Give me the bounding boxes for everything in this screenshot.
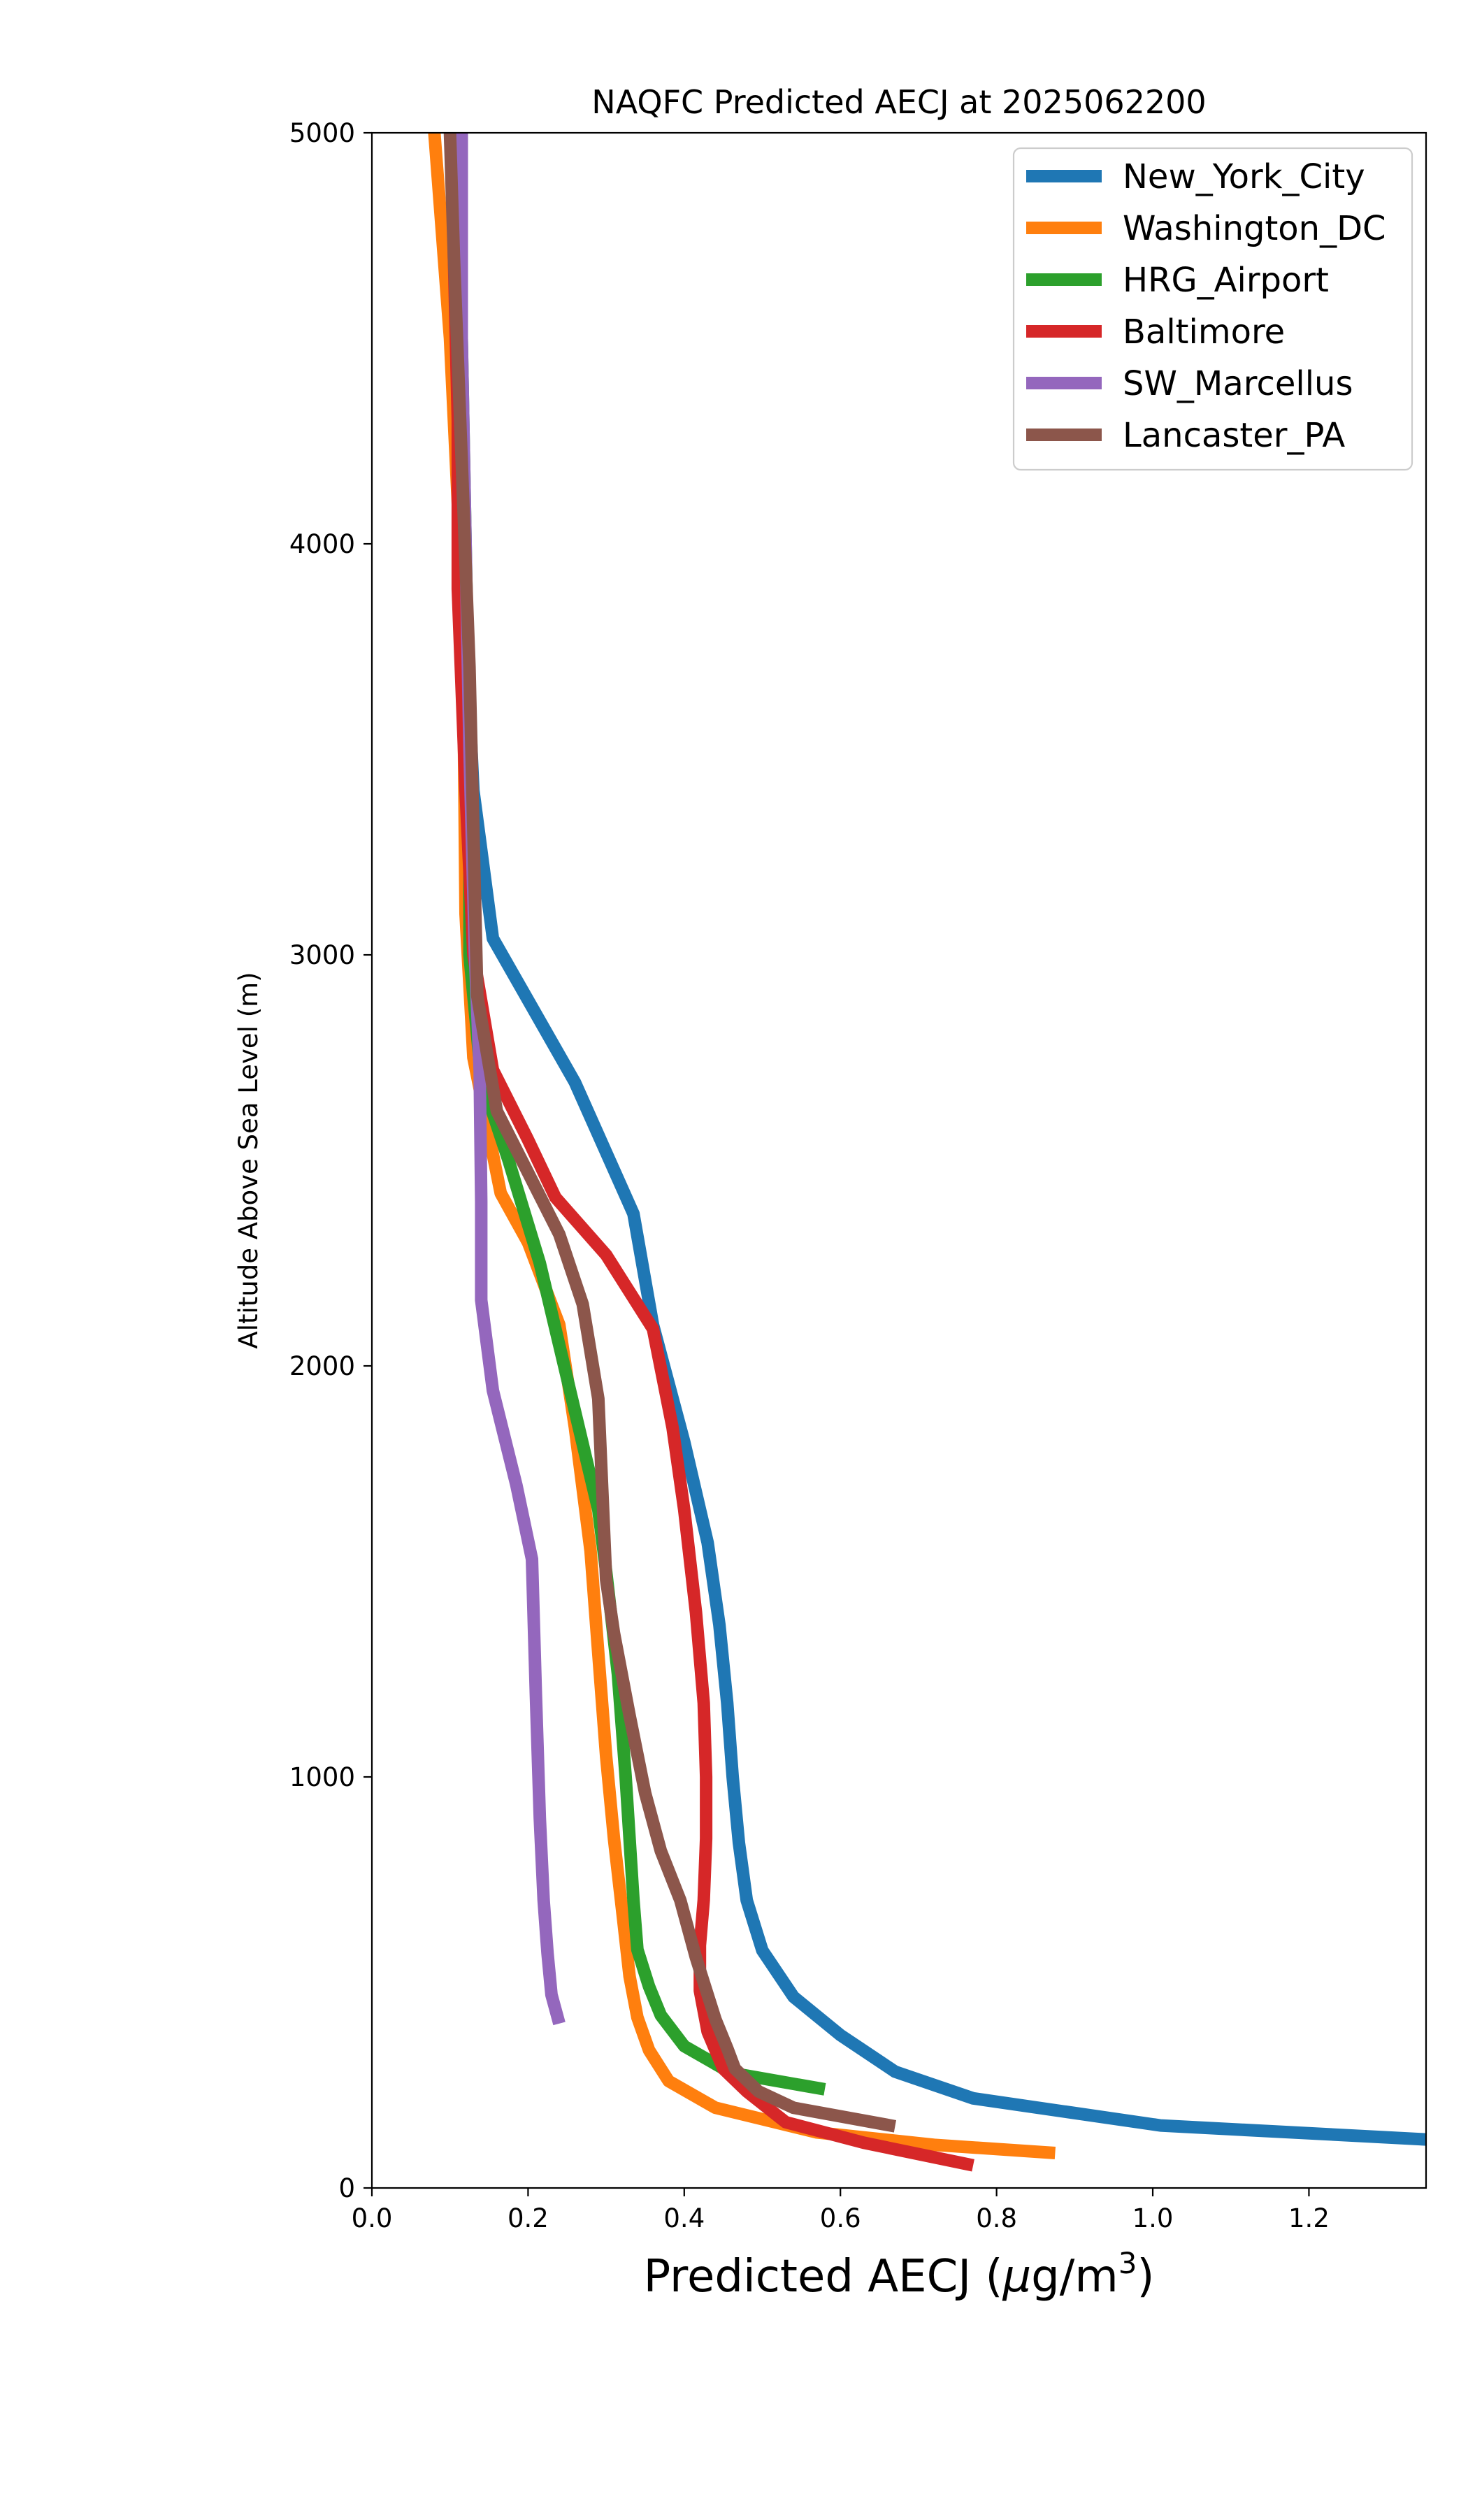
y-tick-label: 3000 [289, 940, 355, 970]
legend-label-baltimore: Baltimore [1123, 312, 1285, 352]
x-tick-label: 0.2 [508, 2203, 549, 2233]
x-axis-label: Predicted AECJ (μg/m3) [644, 2246, 1155, 2303]
y-tick-label: 4000 [289, 529, 355, 559]
y-tick-label: 0 [338, 2173, 355, 2203]
x-tick-label: 0.6 [820, 2203, 861, 2233]
x-axis-label-suffix: ) [1137, 2251, 1154, 2303]
chart-title: NAQFC Predicted AECJ at 2025062200 [591, 83, 1206, 121]
y-tick-label: 2000 [289, 1351, 355, 1381]
plot-background [372, 133, 1426, 2188]
x-axis-label-unit: g/m [1031, 2251, 1118, 2303]
x-axis-label-mu: μ [1002, 2251, 1031, 2303]
x-tick-label: 0.4 [663, 2203, 705, 2233]
legend: New_York_City Washington_DC HRG_Airport Bal… [1012, 147, 1413, 471]
legend-label-hrg-airport: HRG_Airport [1123, 261, 1329, 300]
y-axis-label: Altitude Above Sea Level (m) [233, 972, 264, 1348]
y-tick-label: 1000 [289, 1762, 355, 1792]
legend-label-new-york-city: New_York_City [1123, 157, 1365, 196]
x-axis-label-prefix: Predicted AECJ ( [644, 2251, 1003, 2303]
x-axis-ticks: 0.0 0.2 0.4 0.6 0.8 1.0 1.2 [352, 2188, 1330, 2233]
x-axis-label-superscript: 3 [1118, 2246, 1137, 2280]
legend-frame [1012, 147, 1413, 471]
legend-entries: New_York_City Washington_DC HRG_Airport Bal… [1026, 157, 1386, 455]
legend-label-lancaster-pa: Lancaster_PA [1123, 416, 1345, 455]
x-tick-label: 1.0 [1132, 2203, 1174, 2233]
axes-frame [370, 131, 1427, 2189]
series-line-lancaster-pa [443, 133, 897, 2133]
plot-area [372, 133, 1426, 2188]
axes-spines [370, 131, 1427, 2189]
legend-label-washington-dc: Washington_DC [1123, 209, 1386, 248]
legend-label-sw-marcellus: SW_Marcellus [1123, 364, 1353, 403]
y-tick-label: 5000 [289, 118, 355, 148]
x-tick-label: 1.2 [1288, 2203, 1330, 2233]
y-axis-ticks: 0 1000 2000 3000 4000 5000 [289, 118, 372, 2203]
x-tick-label: 0.8 [976, 2203, 1017, 2233]
series-layer [428, 133, 1426, 2172]
x-tick-label: 0.0 [352, 2203, 393, 2233]
